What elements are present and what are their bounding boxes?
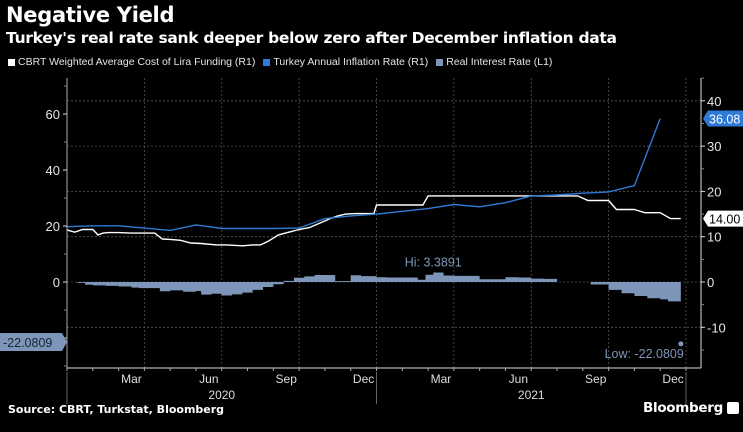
legend-label: Turkey Annual Inflation Rate (R1) (273, 56, 429, 68)
right-tick-label: 30 (707, 139, 721, 154)
left-tick-label: 20 (46, 219, 60, 234)
legend-label: CBRT Weighted Average Cost of Lira Fundi… (18, 56, 256, 68)
x-year-label: 2021 (518, 388, 545, 402)
legend-swatch-blue-icon (263, 58, 271, 66)
x-month-label: Mar (431, 372, 452, 386)
cbrt-last-value-tag-bg (703, 210, 743, 227)
x-month-label: Dec (353, 372, 374, 386)
legend-item-real-rate: Real Interest Rate (L1) (436, 56, 552, 68)
left-tick-label: 40 (46, 163, 60, 178)
legend-item-inflation: Turkey Annual Inflation Rate (R1) (263, 56, 428, 68)
legend-label: Real Interest Rate (L1) (446, 56, 553, 68)
x-year-label: 2020 (208, 388, 235, 402)
cbrt-last-value-tag-text: 14.00 (709, 213, 740, 227)
inflation-last-value-tag-bg (703, 110, 743, 127)
series-lines (66, 118, 681, 247)
cbrt-funding-line (66, 195, 681, 247)
right-tick-label: 40 (707, 94, 721, 109)
right-tick-label: 10 (707, 230, 721, 245)
x-month-label: Dec (662, 372, 683, 386)
legend-swatch-slate-icon (436, 58, 444, 66)
chart-title: Negative Yield (6, 3, 175, 27)
real-rate-low-point (678, 341, 684, 347)
x-month-label: Sep (276, 372, 298, 386)
real-rate-area (67, 272, 681, 344)
source-note: Source: CBRT, Turkstat, Bloomberg (8, 403, 225, 416)
legend-item-cbrt: CBRT Weighted Average Cost of Lira Fundi… (8, 56, 255, 68)
inflation-line (66, 118, 661, 232)
bloomberg-chart-icon (727, 402, 739, 414)
bloomberg-logo: Bloomberg (643, 400, 723, 416)
inflation-last-value-tag-text: 36.08 (709, 113, 740, 127)
inflation-last-value-tag: 36.08 (703, 110, 743, 127)
right-tick-label: -10 (707, 320, 726, 335)
x-month-label: Jun (199, 372, 218, 386)
legend: CBRT Weighted Average Cost of Lira Fundi… (8, 56, 552, 68)
right-tick-label: 20 (707, 184, 721, 199)
real-rate-last-value-tag: -22.0809 (0, 333, 67, 351)
real-rate-tag-bg (0, 333, 67, 351)
left-tick-label: 0 (53, 275, 60, 290)
axis-labels: 6040200-20403020100-10MarJunSepDecMarJun… (0, 94, 743, 402)
hi-annotation: Hi: 3.3891 (405, 256, 462, 270)
low-annotation: Low: -22.0809 (605, 347, 684, 361)
x-month-label: Mar (121, 372, 142, 386)
real-rate-tag-text: -22.0809 (3, 336, 52, 350)
left-tick-label: 60 (46, 107, 60, 122)
right-tick-label: 0 (707, 275, 714, 290)
gridlines (67, 78, 701, 368)
legend-swatch-white-icon (8, 58, 15, 66)
chart-subtitle: Turkey's real rate sank deeper below zer… (6, 29, 617, 47)
x-month-label: Jun (509, 372, 528, 386)
x-month-label: Sep (585, 372, 607, 386)
cbrt-last-value-tag: 14.00 (703, 210, 743, 227)
real-rate-area-layer (67, 272, 684, 347)
axes (63, 77, 705, 404)
